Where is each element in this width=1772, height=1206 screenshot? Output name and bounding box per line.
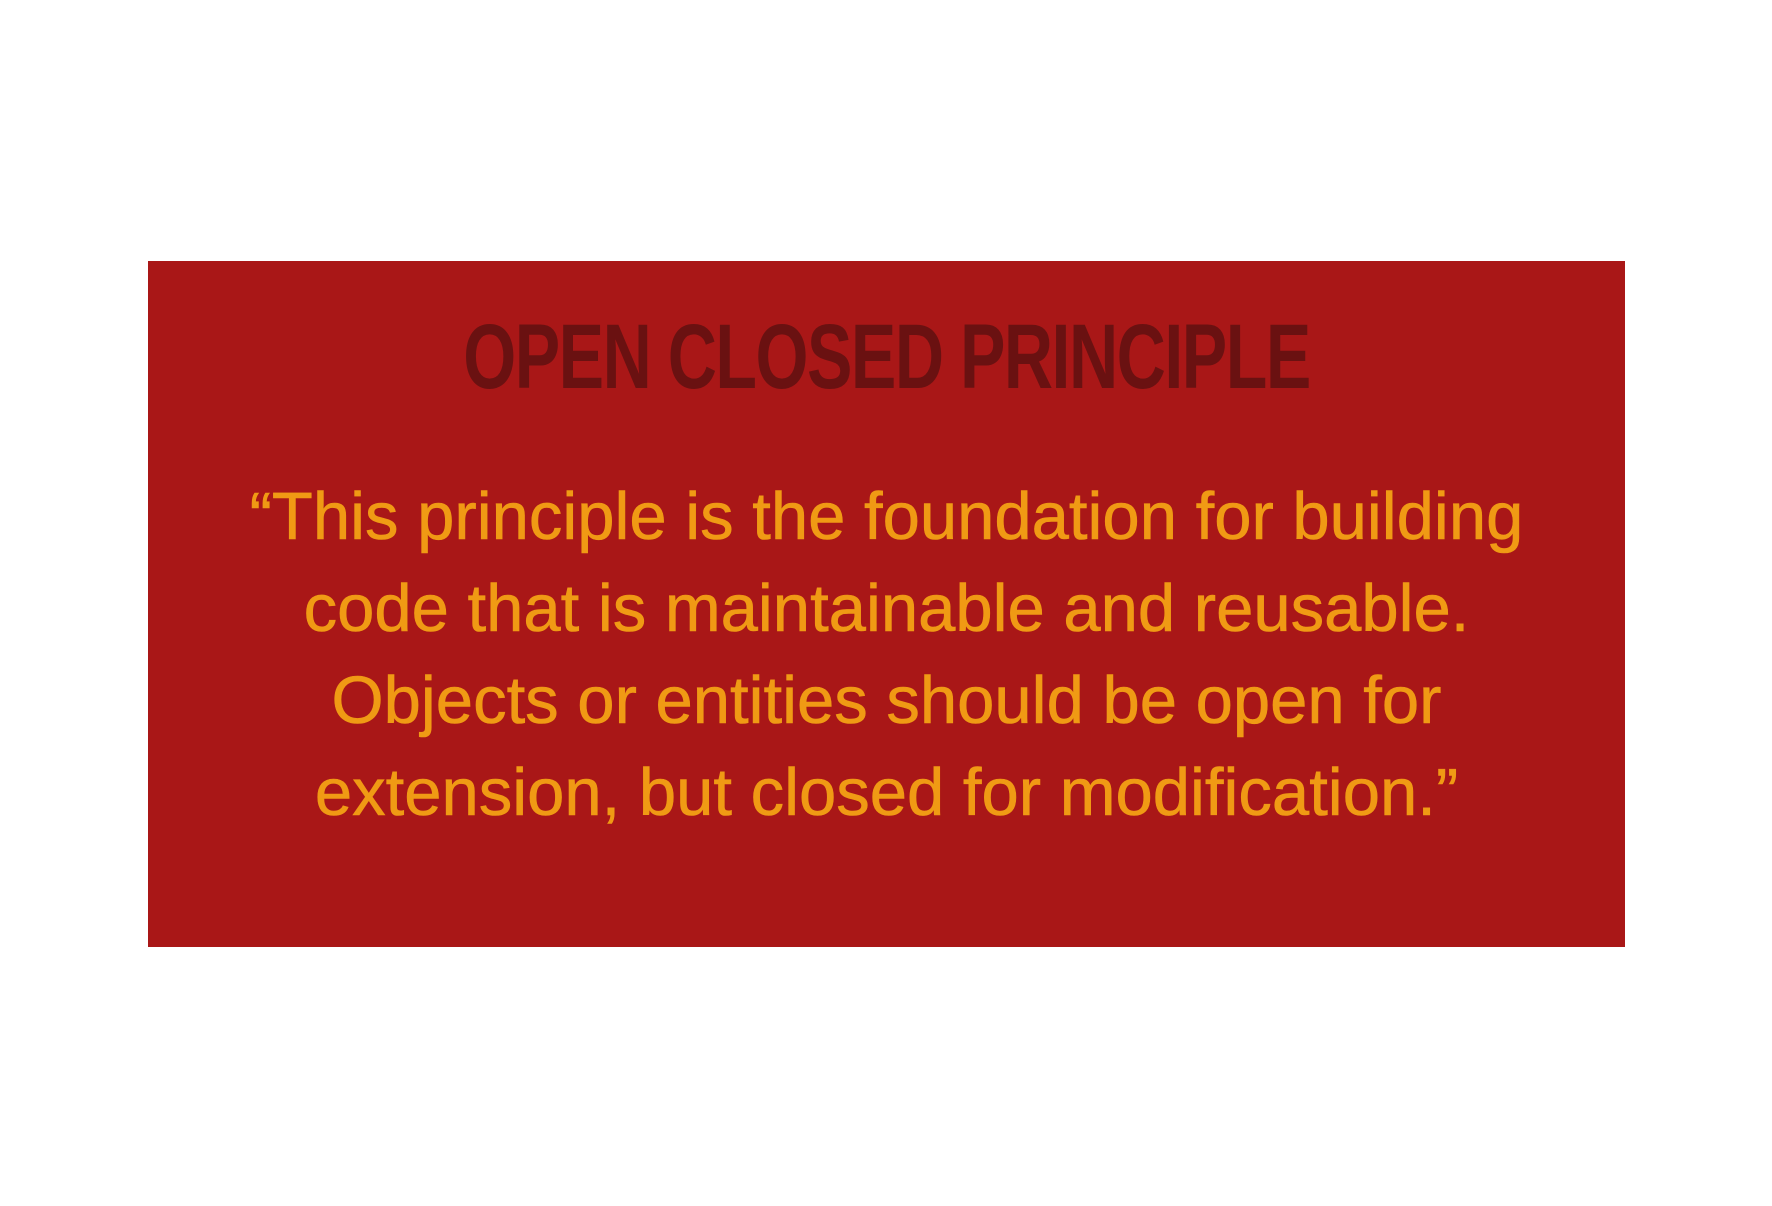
quote-line: code that is maintainable and reusable. [303, 571, 1470, 647]
quote-line: extension, but closed for modification.” [314, 755, 1459, 831]
quote-line: “This principle is the foundation for bu… [249, 479, 1524, 555]
principle-card: OPEN CLOSED PRINCIPLE “This principle is… [148, 261, 1625, 947]
principle-quote: “This principle is the foundation for bu… [188, 471, 1585, 839]
card-title: OPEN CLOSED PRINCIPLE [463, 306, 1311, 408]
quote-line: Objects or entities should be open for [331, 663, 1442, 739]
